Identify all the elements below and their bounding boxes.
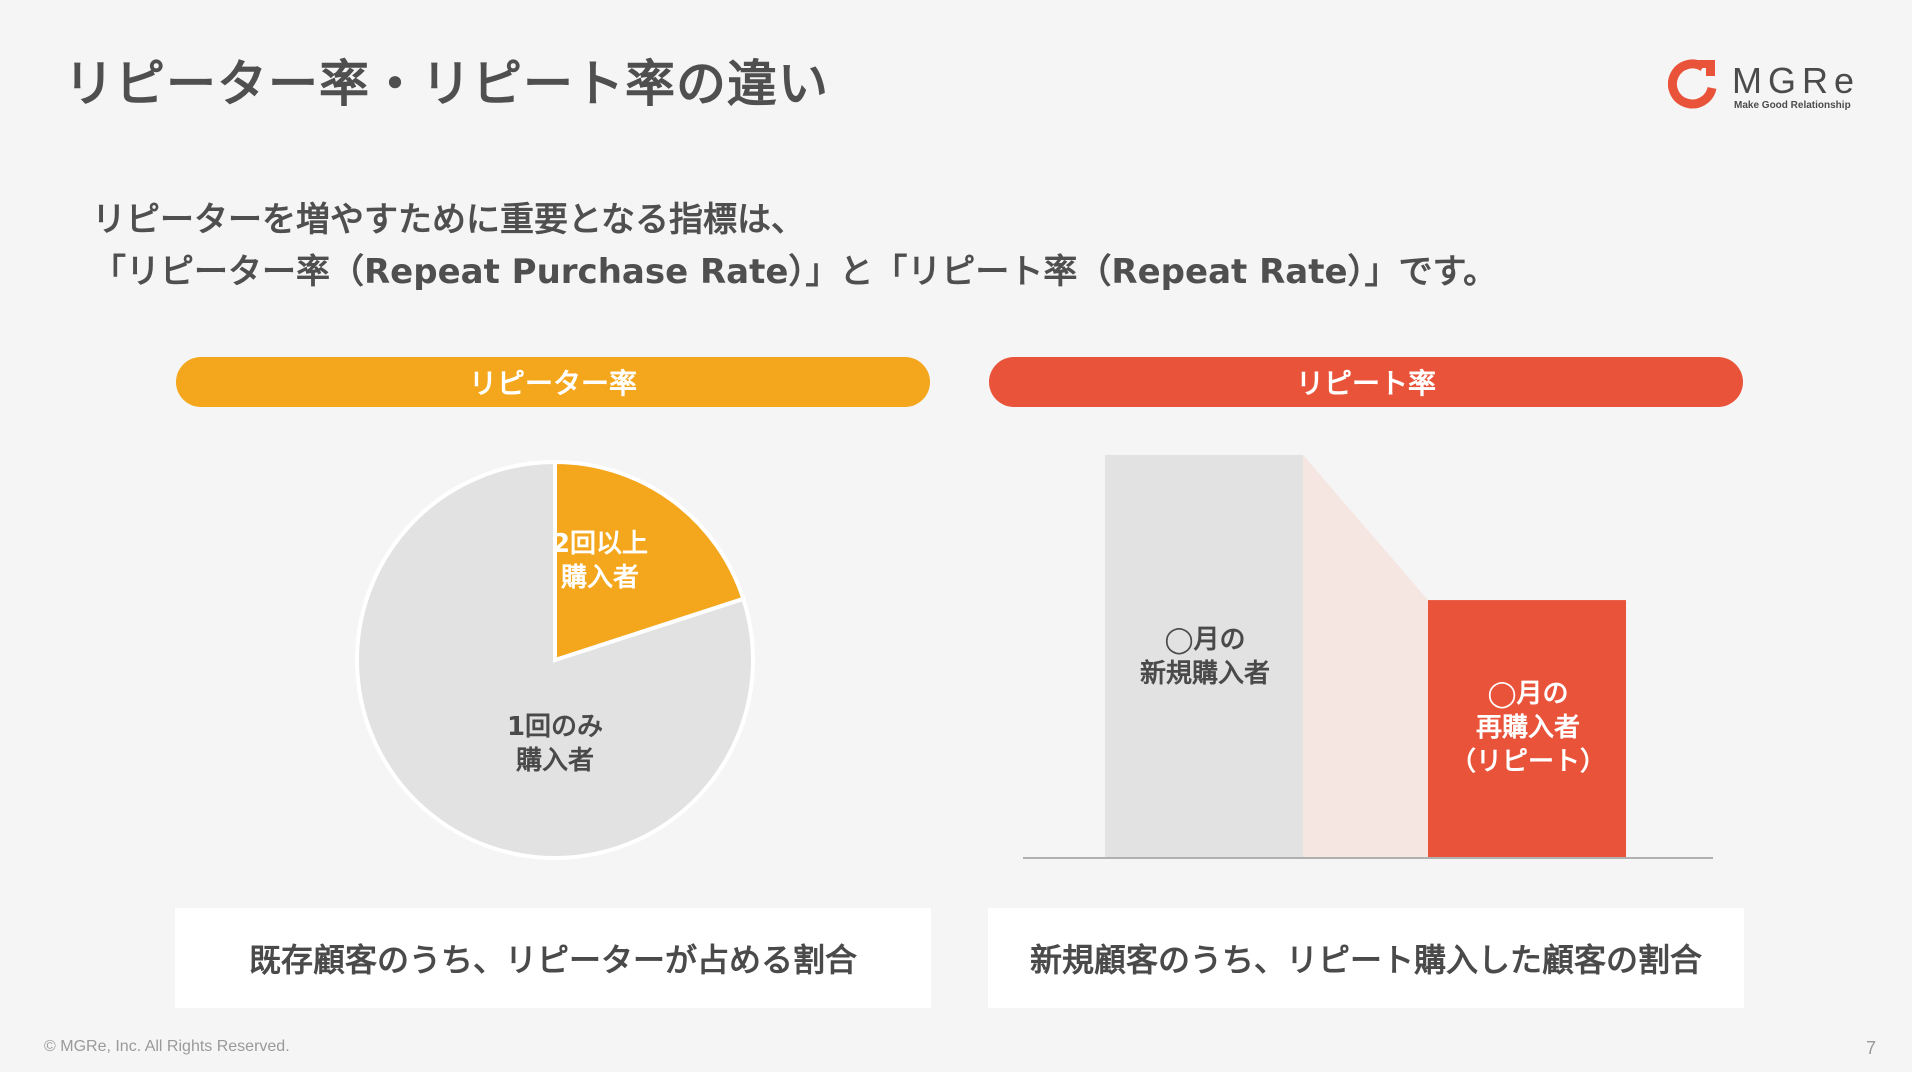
intro-line-1: リピーターを増やすために重要となる指標は、 [92, 200, 805, 240]
copyright-footer: © MGRe, Inc. All Rights Reserved. [44, 1038, 290, 1055]
bar-repeat-buyers [1428, 600, 1626, 858]
bar-new-buyers [1105, 455, 1303, 858]
repeater-pie-chart: 2回以上 購入者 1回のみ 購入者 [350, 455, 760, 865]
logo-tagline: Make Good Relationship [1734, 100, 1851, 111]
repeat-rate-header: リピート率 [989, 357, 1743, 407]
repeater-rate-caption: 既存顧客のうち、リピーターが占める割合 [175, 908, 931, 1008]
logo-wordmark: MGRe [1732, 60, 1861, 101]
bar-svg [1023, 455, 1713, 859]
repeat-bar-chart: ◯月の 新規購入者 ◯月の 再購入者 （リピート） [1020, 455, 1720, 865]
pie-label-repeat: 2回以上 購入者 [551, 529, 649, 593]
intro-text: リピーターを増やすために重要となる指標は、 「リピーター率（Repeat Pur… [92, 194, 1497, 298]
logo-mark-icon [1668, 59, 1717, 109]
bar-connector [1303, 455, 1428, 858]
slide-title: リピーター率・リピート率の違い [64, 55, 829, 113]
intro-line-2: 「リピーター率（Repeat Purchase Rate）」と「リピート率（Re… [92, 252, 1498, 292]
pie-slice-repeat [553, 459, 746, 663]
pie-svg [355, 459, 755, 860]
pie-label-one-time: 1回のみ 購入者 [506, 712, 604, 776]
page-number: 7 [1865, 1038, 1876, 1058]
mgre-logo: MGRe Make Good Relationship [1668, 58, 1868, 114]
bar-label-new-buyers: ◯月の 新規購入者 [1139, 625, 1270, 689]
repeater-rate-header: リピーター率 [176, 357, 930, 407]
repeat-rate-caption: 新規顧客のうち、リピート購入した顧客の割合 [988, 908, 1744, 1008]
bar-label-repeat-buyers: ◯月の 再購入者 （リピート） [1449, 679, 1606, 777]
